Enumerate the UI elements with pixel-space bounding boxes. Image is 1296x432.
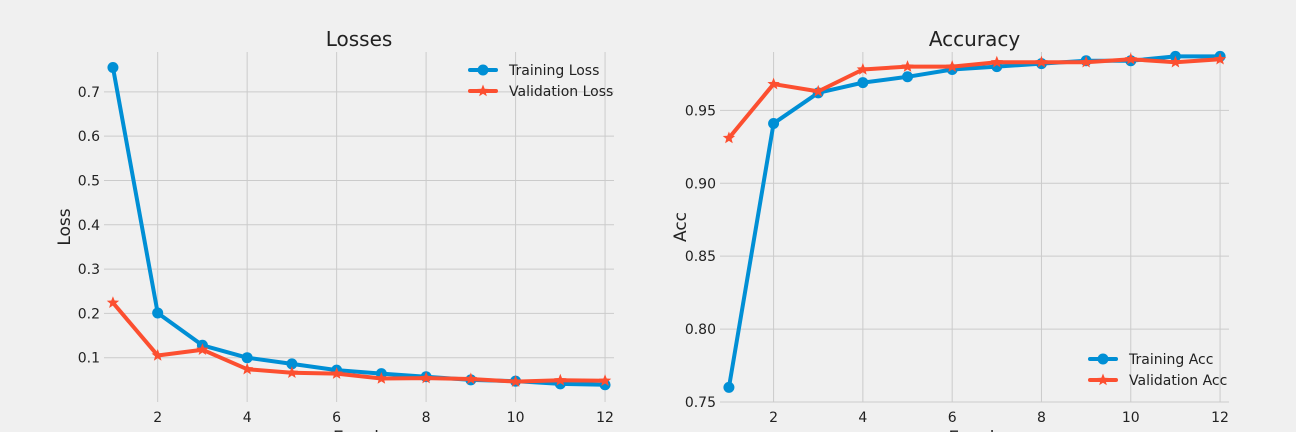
data-point xyxy=(509,375,522,387)
chart-1: 2 4 6 8 10 12 0.75 0.80 0.85 0.90 0.95 Accuracy Epoc… xyxy=(671,27,1229,432)
series-line xyxy=(726,54,1223,390)
data-point xyxy=(1213,52,1227,65)
chart-0: 2 4 6 8 10 12 0.1 0.2 0.3 0.4 0.5 0.6 0.7 Losses Epoch… xyxy=(55,27,614,432)
data-point xyxy=(768,117,780,129)
data-point xyxy=(196,343,209,355)
data-point xyxy=(767,77,780,90)
legend-marker xyxy=(1097,353,1109,365)
y-tick-label: 0.1 xyxy=(78,351,100,367)
data-point xyxy=(902,71,914,83)
data-point xyxy=(151,348,164,361)
chart-title: Losses xyxy=(326,27,393,51)
data-point xyxy=(598,374,612,386)
data-point xyxy=(240,362,254,375)
y-tick-label: 0.90 xyxy=(685,176,716,192)
x-tick-label: 2 xyxy=(769,410,778,426)
x-tick-label: 8 xyxy=(422,410,431,426)
gridlines xyxy=(720,52,1229,403)
series-line xyxy=(110,300,608,384)
data-point xyxy=(464,372,478,385)
gridlines xyxy=(104,52,614,402)
y-tick-label: 0.75 xyxy=(685,395,716,411)
data-point xyxy=(1079,55,1093,68)
data-point xyxy=(152,307,164,319)
data-point xyxy=(857,77,869,89)
data-point xyxy=(241,352,253,364)
x-tick-label: 12 xyxy=(596,410,614,426)
legend-label: Validation Acc xyxy=(1129,373,1227,389)
data-point xyxy=(722,131,736,144)
data-point xyxy=(901,60,914,72)
data-point xyxy=(330,367,343,379)
x-axis-label: Epoch xyxy=(948,428,1000,432)
series-validation-loss xyxy=(106,296,612,387)
x-tick-label: 2 xyxy=(153,410,162,426)
y-axis-label: Loss xyxy=(55,208,75,245)
legend-label: Validation Loss xyxy=(509,84,613,100)
legend-label: Training Acc xyxy=(1128,352,1213,368)
data-point xyxy=(945,60,959,72)
y-tick-label: 0.7 xyxy=(78,85,100,101)
data-point xyxy=(812,84,825,97)
legend-marker xyxy=(476,84,490,97)
legend: Training Acc Validation Acc xyxy=(1088,352,1227,389)
x-tick-label: 10 xyxy=(507,410,525,426)
y-tick-label: 0.80 xyxy=(685,322,716,338)
y-tick-label: 0.2 xyxy=(78,306,100,322)
data-point xyxy=(285,366,299,379)
x-tick-label: 6 xyxy=(948,410,957,426)
data-point xyxy=(375,372,388,384)
x-tick-label: 6 xyxy=(332,410,341,426)
y-tick-label: 0.5 xyxy=(78,173,100,189)
data-point xyxy=(286,358,298,370)
data-point xyxy=(990,55,1004,68)
y-tick-label: 0.4 xyxy=(78,218,100,234)
legend: Training Loss Validation Loss xyxy=(468,63,613,100)
series-training-loss xyxy=(107,62,611,391)
y-tick-label: 0.3 xyxy=(78,262,100,278)
data-point xyxy=(1035,55,1048,68)
legend-label: Training Loss xyxy=(508,63,599,79)
data-point xyxy=(1169,55,1182,68)
legend-marker xyxy=(477,64,489,76)
data-point xyxy=(106,296,120,309)
series-line xyxy=(726,57,1223,141)
x-axis-label: Epoch xyxy=(333,428,385,432)
y-tick-label: 0.85 xyxy=(685,249,716,265)
x-tick-label: 8 xyxy=(1037,410,1046,426)
data-point xyxy=(856,63,870,75)
series-line xyxy=(110,65,608,387)
series-training-acc xyxy=(723,50,1226,393)
y-tick-label: 0.6 xyxy=(78,129,100,145)
x-tick-label: 4 xyxy=(858,410,867,426)
data-point xyxy=(107,62,119,74)
y-tick-label: 0.95 xyxy=(685,103,716,119)
x-tick-label: 12 xyxy=(1211,410,1229,426)
data-point xyxy=(1124,52,1137,65)
legend-marker xyxy=(1096,373,1110,386)
x-tick-label: 10 xyxy=(1122,410,1140,426)
data-point xyxy=(554,373,567,386)
data-point xyxy=(419,371,433,384)
y-axis-label: Acc xyxy=(671,212,691,242)
x-tick-label: 4 xyxy=(243,410,252,426)
chart-title: Accuracy xyxy=(929,27,1020,51)
series-validation-acc xyxy=(722,52,1227,144)
data-point xyxy=(723,381,735,393)
